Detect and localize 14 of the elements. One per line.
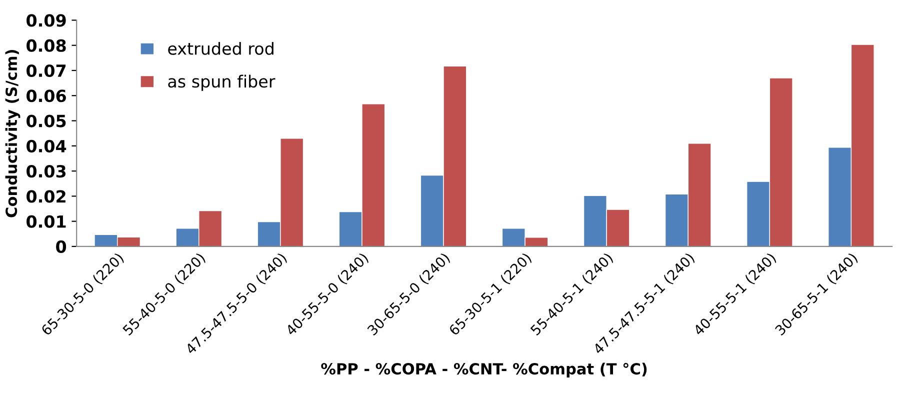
y-tick-label: 0.03 <box>26 164 66 178</box>
y-tick-label: 0 <box>56 240 66 254</box>
y-tick-label: 0.01 <box>26 215 66 228</box>
y-tick-label: 0.09 <box>26 14 66 27</box>
y-tick-label: 0.07 <box>26 64 66 78</box>
y-axis-title: Conductivity (S/cm) <box>5 50 20 218</box>
legend-label: as spun fiber <box>168 74 276 91</box>
y-tick-label: 0.06 <box>26 90 66 102</box>
legend-label: extruded rod <box>168 42 274 55</box>
y-tick-label: 0.08 <box>26 39 66 52</box>
y-tick-label: 0.04 <box>26 140 66 152</box>
y-tick-label: 0.05 <box>26 114 66 128</box>
y-tick-label: 0.02 <box>26 190 66 203</box>
x-axis-title: %PP - %COPA - %CNT- %Compat (T °C) <box>321 362 647 378</box>
